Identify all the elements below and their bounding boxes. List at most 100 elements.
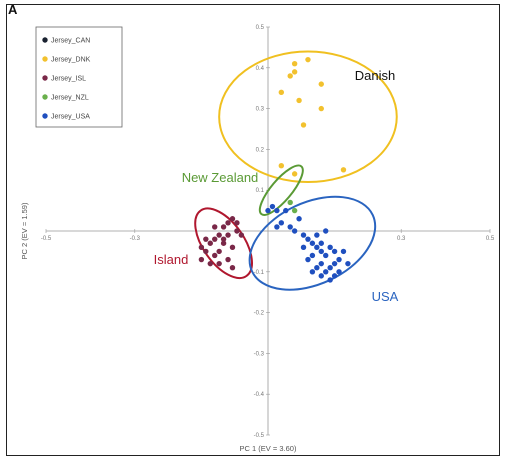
group-ellipse-new-zealand bbox=[258, 164, 304, 216]
y-tick-label: 0.3 bbox=[256, 107, 265, 113]
data-point-jersey-usa bbox=[278, 220, 285, 226]
data-point-jersey-nzl bbox=[291, 207, 298, 214]
group-label-danish: Danish bbox=[355, 68, 395, 83]
data-point-jersey-isl bbox=[225, 256, 231, 263]
data-point-jersey-isl bbox=[225, 232, 231, 238]
data-point-jersey-isl bbox=[198, 244, 205, 251]
y-tick-label: -0.1 bbox=[254, 270, 265, 276]
data-point-jersey-usa bbox=[318, 273, 324, 279]
data-point-jersey-usa bbox=[327, 244, 333, 251]
data-point-jersey-dnk bbox=[291, 171, 298, 177]
legend: Jersey_CAN Jersey_DNK Jersey_ISL Jersey_NZL… bbox=[35, 26, 123, 128]
figure-border bbox=[6, 4, 500, 456]
data-point-jersey-isl bbox=[229, 244, 236, 251]
data-point-jersey-usa bbox=[274, 207, 280, 214]
data-point-jersey-isl bbox=[229, 216, 236, 222]
x-tick-label: -0.5 bbox=[41, 236, 52, 242]
data-point-jersey-dnk bbox=[300, 122, 307, 128]
data-point-jersey-usa bbox=[274, 224, 280, 230]
data-point-jersey-dnk bbox=[278, 89, 285, 95]
data-point-jersey-usa bbox=[318, 248, 324, 255]
data-point-jersey-usa bbox=[318, 260, 324, 267]
data-point-jersey-isl bbox=[198, 256, 205, 263]
data-point-jersey-isl bbox=[234, 220, 240, 226]
data-point-jersey-isl bbox=[212, 236, 218, 242]
y-tick-label: -0.3 bbox=[254, 351, 265, 357]
data-point-jersey-isl bbox=[212, 224, 218, 230]
data-point-jersey-dnk bbox=[287, 73, 293, 79]
data-point-jersey-usa bbox=[287, 224, 293, 230]
data-point-jersey-usa bbox=[336, 256, 342, 263]
data-point-jersey-usa bbox=[327, 277, 333, 283]
data-point-jersey-isl bbox=[229, 265, 236, 271]
data-point-jersey-isl bbox=[207, 240, 213, 246]
legend-box bbox=[35, 26, 123, 128]
legend-marker bbox=[42, 75, 48, 81]
data-point-jersey-usa bbox=[305, 236, 311, 242]
data-point-jersey-isl bbox=[216, 232, 222, 238]
legend-marker bbox=[42, 37, 48, 43]
data-point-jersey-usa bbox=[296, 216, 302, 222]
y-axis-title: PC 2 (EV = 1.59) bbox=[20, 202, 29, 259]
data-point-jersey-usa bbox=[291, 228, 298, 234]
data-point-jersey-usa bbox=[340, 248, 347, 255]
y-tick-label: -0.5 bbox=[254, 433, 265, 439]
y-tick-label: 0.4 bbox=[256, 66, 265, 72]
y-tick-label: 0.1 bbox=[256, 188, 265, 194]
x-tick-label: -0.3 bbox=[130, 236, 141, 242]
data-point-jersey-usa bbox=[300, 244, 307, 251]
data-point-jersey-isl bbox=[216, 248, 222, 255]
legend-marker bbox=[42, 113, 48, 119]
data-point-jersey-isl bbox=[220, 236, 227, 242]
data-point-jersey-usa bbox=[331, 273, 338, 279]
y-tick-label: -0.2 bbox=[254, 311, 265, 317]
data-points bbox=[198, 56, 351, 283]
y-tick-label: 0.2 bbox=[256, 147, 265, 153]
data-point-jersey-usa bbox=[269, 203, 276, 210]
y-tick-label: 0.5 bbox=[256, 25, 265, 31]
x-tick-label: 0.3 bbox=[397, 236, 406, 242]
data-point-jersey-dnk bbox=[318, 105, 324, 112]
data-point-jersey-usa bbox=[283, 207, 289, 214]
group-ellipse-island bbox=[194, 207, 253, 280]
data-point-jersey-usa bbox=[323, 228, 329, 234]
group-ellipses bbox=[194, 50, 398, 291]
data-point-jersey-usa bbox=[331, 248, 338, 255]
data-point-jersey-usa bbox=[265, 207, 271, 214]
data-point-jersey-dnk bbox=[296, 97, 302, 104]
data-point-jersey-nzl bbox=[287, 199, 293, 206]
legend-label: Jersey_CAN bbox=[51, 38, 90, 45]
data-point-jersey-usa bbox=[309, 252, 316, 259]
data-point-jersey-usa bbox=[300, 232, 307, 238]
data-point-jersey-isl bbox=[238, 232, 245, 238]
data-point-jersey-isl bbox=[212, 252, 218, 259]
data-point-jersey-usa bbox=[323, 269, 329, 275]
data-point-jersey-isl bbox=[203, 236, 209, 242]
data-point-jersey-dnk bbox=[318, 81, 324, 87]
x-tick-label: 0.5 bbox=[486, 236, 495, 242]
legend-marker bbox=[42, 56, 48, 62]
data-point-jersey-dnk bbox=[340, 167, 347, 173]
legend-marker bbox=[42, 94, 48, 100]
data-point-jersey-usa bbox=[314, 265, 320, 271]
group-label-island: Island bbox=[154, 252, 189, 267]
data-point-jersey-isl bbox=[234, 228, 240, 234]
data-point-jersey-dnk bbox=[305, 56, 311, 63]
data-point-jersey-usa bbox=[309, 240, 316, 246]
legend-label: Jersey_ISL bbox=[51, 76, 86, 83]
data-point-jersey-usa bbox=[327, 265, 333, 271]
data-point-jersey-dnk bbox=[291, 69, 298, 75]
group-ellipse-danish bbox=[218, 50, 398, 184]
data-point-jersey-usa bbox=[314, 232, 320, 238]
data-point-jersey-isl bbox=[216, 260, 222, 267]
axes: -0.5 -0.3 0.3 0.5 0.5 0.4 0.3 0.2 0.1 -0.1 -0.2 -0.… bbox=[20, 25, 495, 453]
data-point-jersey-usa bbox=[345, 260, 351, 267]
data-point-jersey-isl bbox=[225, 220, 231, 226]
y-tick-label: -0.4 bbox=[254, 392, 265, 398]
legend-label: Jersey_DNK bbox=[51, 57, 91, 64]
legend-label: Jersey_USA bbox=[51, 114, 90, 121]
data-point-jersey-usa bbox=[323, 252, 329, 259]
data-point-jersey-usa bbox=[336, 269, 342, 275]
